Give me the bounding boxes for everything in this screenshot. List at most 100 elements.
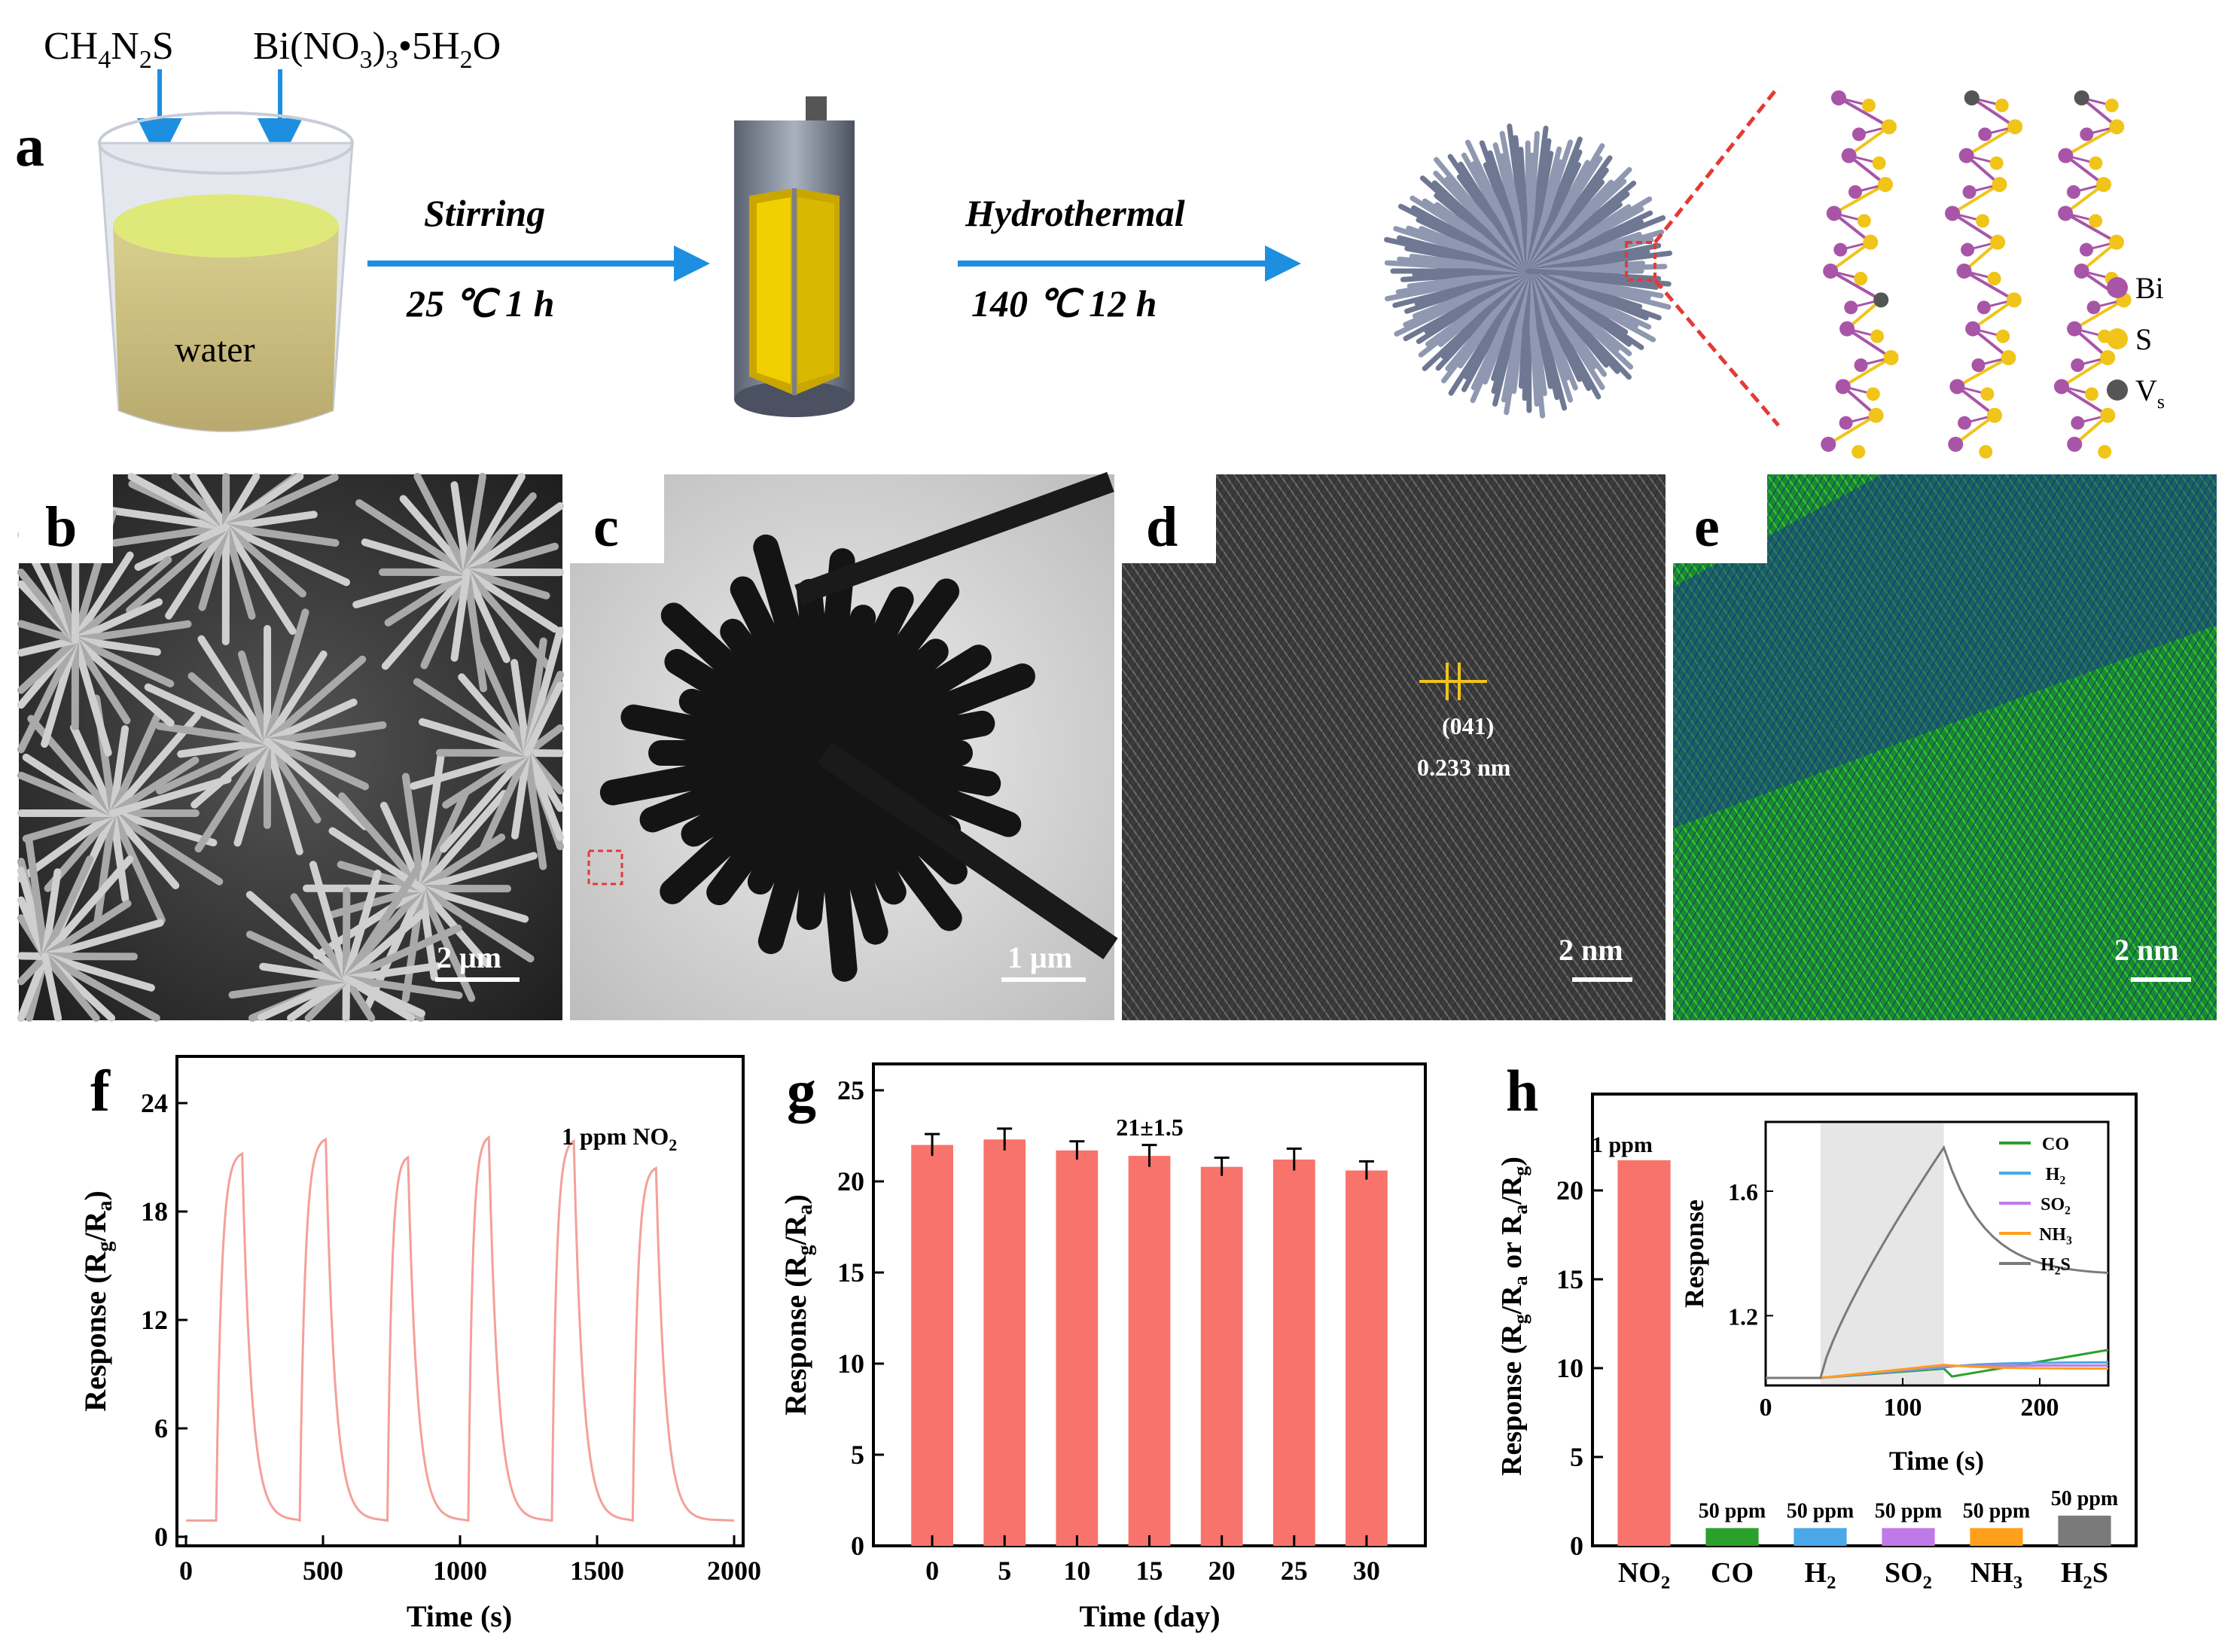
stability-bar <box>983 1139 1026 1546</box>
y-tick-label: 15 <box>1556 1264 1583 1294</box>
atom <box>1851 445 1865 459</box>
atom <box>1855 358 1868 372</box>
selectivity-bar <box>1794 1528 1846 1546</box>
bi-atom <box>1959 148 1974 163</box>
atom <box>2067 185 2080 199</box>
reagent-bismuth-nitrate-label: Bi(NO3)3•5H2O <box>253 25 501 74</box>
reagent-thiourea-label: CH4N2S <box>44 25 174 74</box>
x-tick-label: 20 <box>1208 1556 1236 1586</box>
atom <box>1833 243 1847 257</box>
s-atom <box>2007 292 2022 307</box>
stability-bar <box>911 1145 953 1546</box>
atom <box>2080 243 2093 257</box>
inset-legend-label: CO <box>2042 1135 2069 1154</box>
stability-bar <box>1201 1167 1243 1546</box>
panel-c: c 1 μm <box>570 474 1114 1020</box>
chart-g-xlabel: Time (day) <box>1079 1599 1220 1633</box>
zoom-line-top <box>1655 87 1778 242</box>
x-tick-label: 25 <box>1281 1556 1308 1586</box>
panel-label-d: d <box>1146 495 1178 559</box>
autoclave <box>734 96 855 417</box>
bond <box>2062 386 2107 415</box>
inset-ylabel: Response <box>1679 1199 1709 1308</box>
x-tick-label: CO <box>1711 1557 1754 1589</box>
panel-label-h: h <box>1506 1058 1538 1123</box>
scale-bar-c <box>1001 977 1086 982</box>
bi-atom <box>1965 322 1980 337</box>
y-tick-label: 20 <box>1556 1175 1583 1205</box>
atom <box>2071 358 2084 372</box>
x-tick-label: 500 <box>303 1556 343 1586</box>
beaker: water <box>99 113 352 431</box>
stability-bar <box>1129 1156 1171 1546</box>
y-tick-label: 20 <box>837 1166 864 1196</box>
x-tick-label: 10 <box>1063 1556 1090 1586</box>
bond <box>1952 184 1999 213</box>
atom <box>1858 214 1871 227</box>
bi-atom <box>1827 206 1842 221</box>
atom <box>2080 127 2093 141</box>
atom <box>1873 157 1886 170</box>
panel-b: b 2 μm <box>19 474 562 1020</box>
s-atom <box>1990 235 2005 250</box>
bi-legend-label: Bi <box>2135 271 2164 305</box>
s-atom <box>1869 408 1884 423</box>
bi-atom <box>2074 90 2089 105</box>
y-tick-label: 10 <box>837 1349 864 1379</box>
response-line <box>186 1138 734 1521</box>
bi-atom <box>1821 437 1836 452</box>
x-tick-label: 5 <box>998 1556 1011 1586</box>
s-atom <box>2007 119 2022 134</box>
bi-atom <box>1836 379 1851 394</box>
atom <box>2105 99 2119 112</box>
bi-atom <box>2058 148 2073 163</box>
atom <box>2071 416 2084 430</box>
bond <box>2062 358 2107 386</box>
bi-atom <box>1949 379 1964 394</box>
atom <box>2085 387 2098 401</box>
scale-bar-e <box>2131 977 2191 982</box>
step2-name: Hydrothermal <box>965 192 1185 234</box>
atom <box>1852 127 1866 141</box>
selectivity-bar <box>1882 1528 1934 1546</box>
zoom-line-bottom <box>1655 280 1778 425</box>
scale-text-d: 2 nm <box>1559 933 1623 967</box>
scale-bar-d <box>1572 977 1632 982</box>
bond <box>1847 329 1891 358</box>
bi-atom <box>1957 264 1972 279</box>
panel-a: a CH4N2S Bi(NO3)3•5H2O water Stirring 25… <box>15 25 2165 459</box>
panel-label-e: e <box>1694 495 1720 559</box>
atom <box>1862 99 1876 112</box>
atom <box>1848 185 1862 199</box>
vs-legend-dot <box>2107 379 2128 401</box>
scale-text-e: 2 nm <box>2114 933 2179 967</box>
x-tick-label: 0 <box>179 1556 193 1586</box>
y-tick-label: 18 <box>141 1196 168 1227</box>
x-tick-label: H2 <box>1805 1557 1836 1593</box>
x-tick-label: H2S <box>2061 1557 2108 1593</box>
y-tick-label: 25 <box>837 1075 864 1105</box>
s-atom <box>1878 177 1893 192</box>
selectivity-bar <box>1617 1160 1670 1546</box>
x-tick-label: SO2 <box>1885 1557 1932 1593</box>
step2-conditions: 140 ℃ 12 h <box>971 282 1157 325</box>
atom <box>1961 243 1974 257</box>
x-tick-label: 0 <box>1760 1394 1772 1422</box>
selectivity-bar <box>1705 1528 1758 1546</box>
bar-label: 50 ppm <box>1963 1499 2030 1522</box>
atom <box>1996 330 2010 343</box>
atom <box>1995 99 2009 112</box>
chart-g-ylabel: Response (Rg/Ra) <box>779 1194 817 1416</box>
x-tick-label: 2000 <box>707 1556 761 1586</box>
crystal-structure <box>1821 90 2131 459</box>
atom <box>1867 387 1880 401</box>
s-atom <box>1873 292 1888 307</box>
atom <box>1976 214 1989 227</box>
atom <box>1990 157 2004 170</box>
panel-h: h 0 5 10 15 20 NO2 50 ppm CO 50 ppm H2 50 ppm SO2 50… <box>1496 1058 2136 1593</box>
s-legend-dot <box>2107 328 2128 349</box>
x-tick-label: 0 <box>925 1556 939 1586</box>
panel-e: e 2 nm <box>1673 474 2217 1020</box>
scale-text-b: 2 μm <box>437 940 501 974</box>
y-tick-label: 5 <box>1570 1442 1583 1472</box>
